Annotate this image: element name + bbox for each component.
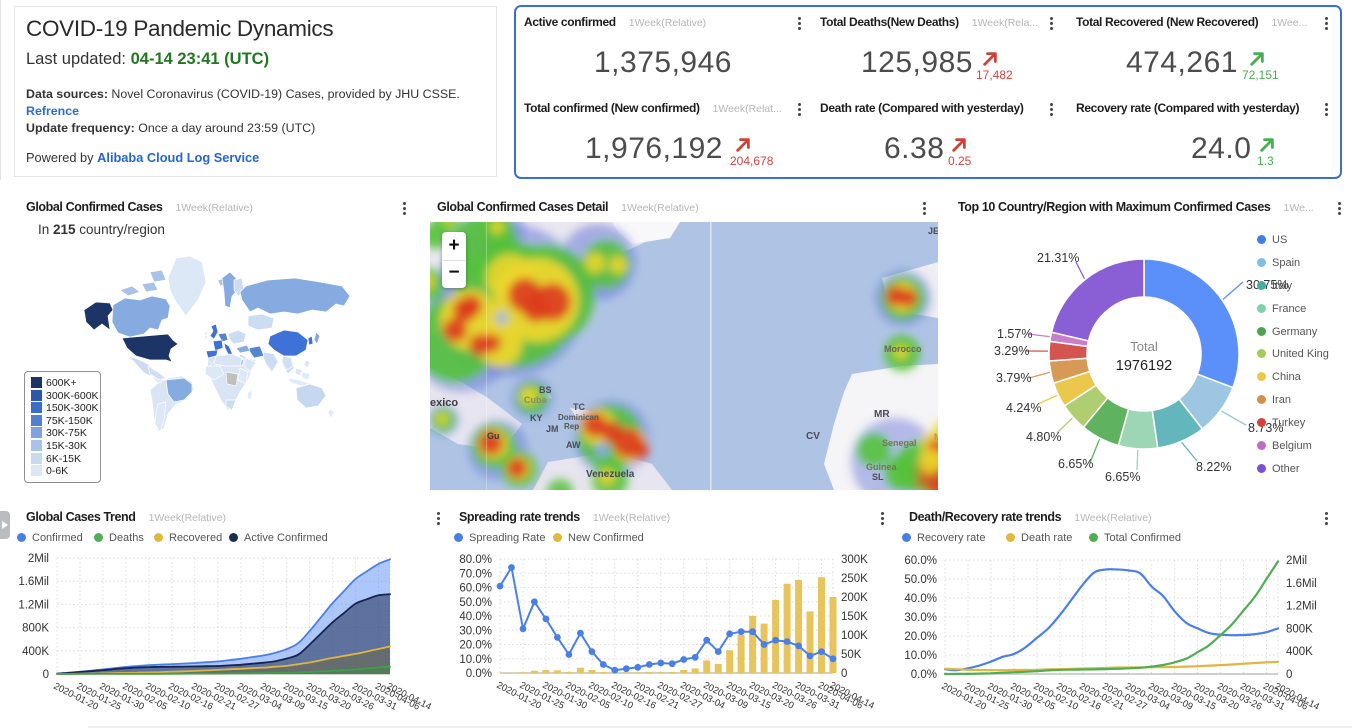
- svg-text:21.31%: 21.31%: [1037, 251, 1079, 265]
- svg-text:4.80%: 4.80%: [1026, 430, 1061, 444]
- svg-text:40.0%: 40.0%: [459, 611, 492, 623]
- svg-text:8.22%: 8.22%: [1196, 460, 1231, 474]
- svg-text:300K: 300K: [841, 554, 868, 566]
- svg-text:2Mil: 2Mil: [1286, 555, 1307, 567]
- svg-text:Cuba: Cuba: [524, 395, 547, 405]
- svg-text:20.0%: 20.0%: [459, 640, 492, 652]
- svg-text:3.29%: 3.29%: [994, 344, 1029, 358]
- svg-text:KY: KY: [530, 413, 543, 423]
- svg-text:250K: 250K: [841, 573, 868, 585]
- svg-text:100K: 100K: [841, 630, 868, 642]
- svg-text:10.0%: 10.0%: [459, 654, 492, 666]
- svg-text:40.0%: 40.0%: [904, 593, 937, 605]
- svg-text:Gu: Gu: [487, 431, 500, 441]
- svg-text:400K: 400K: [22, 646, 49, 658]
- svg-text:50K: 50K: [841, 649, 862, 661]
- svg-text:200K: 200K: [841, 592, 868, 604]
- svg-text:30.75%: 30.75%: [1246, 278, 1288, 292]
- svg-text:4.24%: 4.24%: [1006, 401, 1041, 415]
- svg-text:1.57%: 1.57%: [997, 327, 1032, 341]
- svg-text:3.79%: 3.79%: [996, 371, 1031, 385]
- svg-text:8.73%: 8.73%: [1248, 421, 1283, 435]
- svg-text:0.0%: 0.0%: [466, 668, 492, 680]
- svg-text:1.6Mil: 1.6Mil: [1286, 578, 1317, 590]
- svg-text:10.0%: 10.0%: [904, 650, 937, 662]
- svg-text:1.6Mil: 1.6Mil: [18, 576, 49, 588]
- svg-text:Rep: Rep: [564, 422, 579, 431]
- svg-text:Guinea: Guinea: [866, 462, 898, 472]
- svg-text:Mali: Mali: [934, 432, 938, 442]
- svg-text:Morocco: Morocco: [884, 344, 922, 354]
- svg-text:80.0%: 80.0%: [459, 554, 492, 566]
- svg-text:50.0%: 50.0%: [904, 574, 937, 586]
- svg-text:6.65%: 6.65%: [1058, 457, 1093, 471]
- svg-text:SL: SL: [872, 472, 884, 482]
- svg-text:MR: MR: [874, 409, 890, 420]
- svg-text:0: 0: [43, 669, 49, 681]
- svg-text:0.0%: 0.0%: [911, 669, 937, 681]
- svg-text:Total: Total: [1130, 339, 1158, 354]
- svg-text:0: 0: [841, 668, 847, 680]
- svg-text:2Mil: 2Mil: [28, 553, 49, 565]
- svg-text:800K: 800K: [22, 623, 49, 635]
- svg-text:70.0%: 70.0%: [459, 568, 492, 580]
- svg-text:50.0%: 50.0%: [459, 597, 492, 609]
- svg-text:800K: 800K: [1286, 623, 1313, 635]
- svg-text:exico: exico: [430, 397, 458, 409]
- svg-text:0: 0: [1286, 669, 1292, 681]
- svg-text:TC: TC: [573, 402, 585, 412]
- svg-text:BS: BS: [539, 385, 552, 395]
- svg-text:1.2Mil: 1.2Mil: [1286, 601, 1317, 613]
- svg-text:6.65%: 6.65%: [1105, 470, 1140, 484]
- svg-text:1.2Mil: 1.2Mil: [18, 599, 49, 611]
- svg-text:Dominican: Dominican: [558, 413, 599, 422]
- svg-text:JE: JE: [928, 226, 938, 236]
- svg-text:30.0%: 30.0%: [904, 612, 937, 624]
- svg-text:20.0%: 20.0%: [904, 631, 937, 643]
- svg-text:150K: 150K: [841, 611, 868, 623]
- svg-text:CV: CV: [806, 431, 820, 442]
- svg-text:JM: JM: [546, 424, 559, 434]
- svg-text:Venezuela: Venezuela: [586, 469, 635, 480]
- svg-text:1976192: 1976192: [1116, 358, 1172, 374]
- svg-text:60.0%: 60.0%: [459, 583, 492, 595]
- svg-text:400K: 400K: [1286, 646, 1313, 658]
- svg-text:60.0%: 60.0%: [904, 555, 937, 567]
- svg-text:30.0%: 30.0%: [459, 625, 492, 637]
- svg-text:AW: AW: [566, 440, 581, 450]
- svg-text:Senegal: Senegal: [882, 438, 917, 448]
